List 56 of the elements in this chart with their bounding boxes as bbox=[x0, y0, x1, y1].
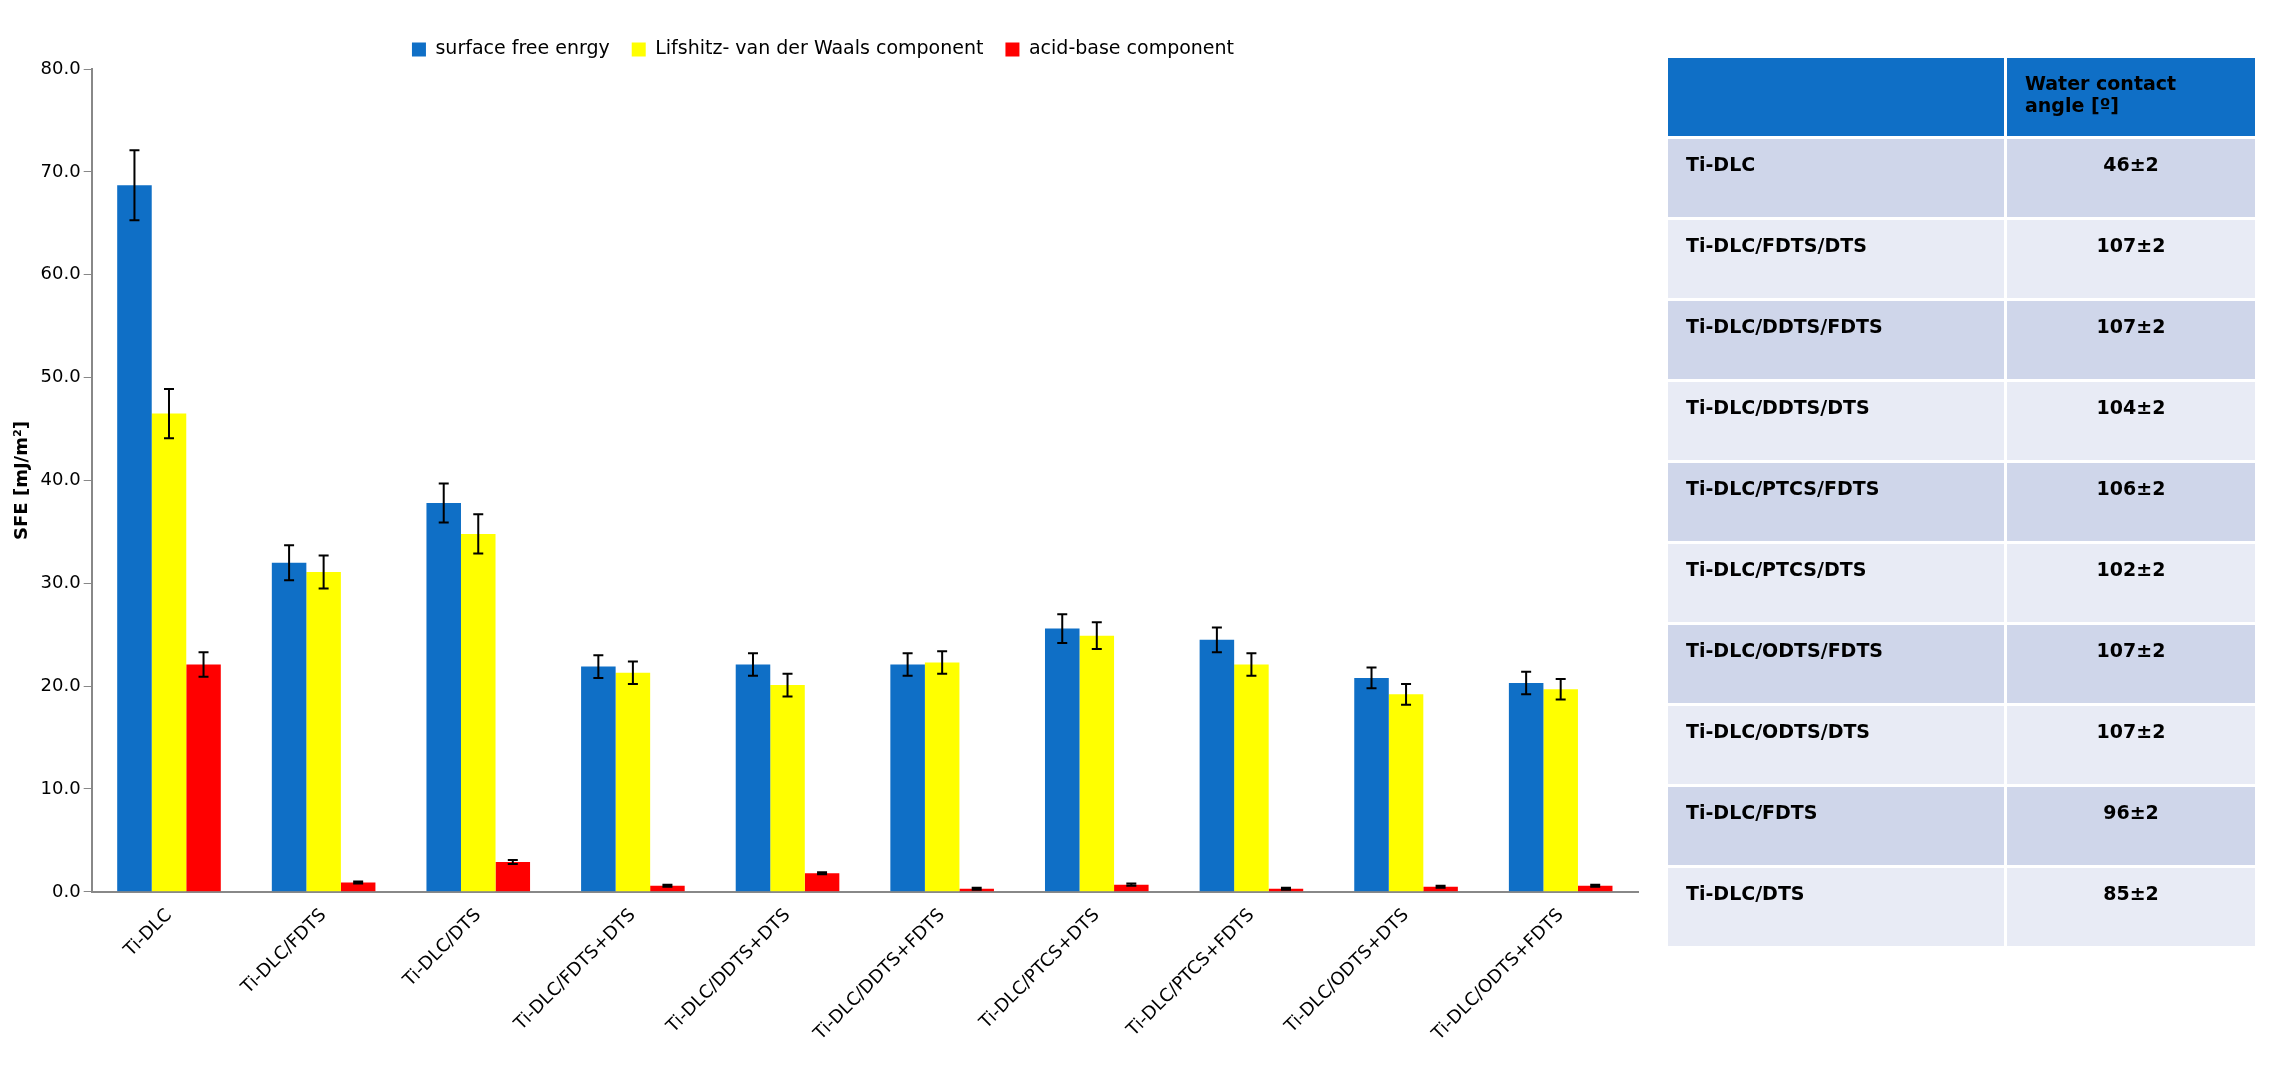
bar bbox=[924, 662, 960, 892]
category-label: Ti-DLC/PTCS/FDTS bbox=[1668, 461, 2006, 543]
text: 107±2 bbox=[2096, 234, 2166, 256]
text: 46±2 bbox=[2103, 153, 2159, 175]
text: 96±2 bbox=[2103, 801, 2159, 823]
category-label: Ti-DLC/FDTS/DTS bbox=[1668, 218, 2006, 300]
bar bbox=[1234, 664, 1269, 892]
bar bbox=[804, 873, 840, 892]
text: 104±2 bbox=[2096, 396, 2166, 418]
y-tick-label: 70.0 bbox=[40, 159, 81, 181]
bar bbox=[770, 685, 805, 892]
category-label: Ti-DLC/DDTS/FDTS bbox=[1668, 299, 2006, 381]
category-label: Ti-DLC/ODTS/DTS bbox=[1668, 704, 2006, 786]
category-label: Ti-DLC/ODTS/FDTS bbox=[1668, 623, 2006, 705]
y-tick-label: 30.0 bbox=[40, 570, 81, 592]
text: Water contact angle [º] bbox=[2005, 58, 2257, 138]
y-tick-label: 0.0 bbox=[52, 879, 81, 901]
bar bbox=[1543, 689, 1578, 892]
y-tick-label: 80.0 bbox=[40, 56, 81, 78]
bar bbox=[117, 185, 152, 892]
y-tick-label: 60.0 bbox=[40, 262, 81, 284]
category-label: Ti-DLC bbox=[1668, 137, 2006, 219]
y-tick-label: 20.0 bbox=[40, 673, 81, 695]
bar bbox=[426, 503, 461, 892]
bar bbox=[186, 664, 221, 892]
bar bbox=[271, 562, 307, 892]
bar bbox=[151, 413, 187, 892]
legend-label: Lifshitz- van der Waals component bbox=[655, 36, 984, 59]
text: 107±2 bbox=[2096, 639, 2166, 661]
bar bbox=[306, 571, 341, 892]
y-tick-label: 10.0 bbox=[40, 776, 81, 798]
bar bbox=[460, 533, 496, 892]
bar bbox=[890, 664, 925, 892]
y-axis-title: SFE [mJ/m²] bbox=[10, 420, 32, 540]
bar bbox=[735, 664, 771, 892]
bar bbox=[1354, 677, 1389, 892]
legend-label: acid-base component bbox=[1028, 36, 1235, 59]
bar bbox=[495, 862, 531, 892]
category-label: Ti-DLC/DDTS/DTS bbox=[1668, 380, 2006, 462]
bar bbox=[581, 666, 616, 892]
text: 107±2 bbox=[2096, 315, 2166, 337]
text: 107±2 bbox=[2096, 720, 2166, 742]
category-label: Ti-DLC/FDTS bbox=[1668, 785, 2006, 867]
bar bbox=[1199, 639, 1235, 892]
bar bbox=[1508, 683, 1544, 892]
y-tick-label: 50.0 bbox=[40, 365, 81, 387]
text: 102±2 bbox=[2096, 558, 2166, 580]
text: 85±2 bbox=[2103, 882, 2159, 904]
bar bbox=[1079, 635, 1115, 892]
category-label: Ti-DLC/PTCS/DTS bbox=[1668, 542, 2006, 624]
bar bbox=[1044, 628, 1080, 892]
legend-label: surface free enrgy bbox=[435, 36, 610, 59]
y-tick-label: 40.0 bbox=[40, 468, 81, 490]
bar bbox=[1388, 694, 1424, 892]
bar bbox=[615, 672, 651, 892]
text: 106±2 bbox=[2096, 477, 2166, 499]
